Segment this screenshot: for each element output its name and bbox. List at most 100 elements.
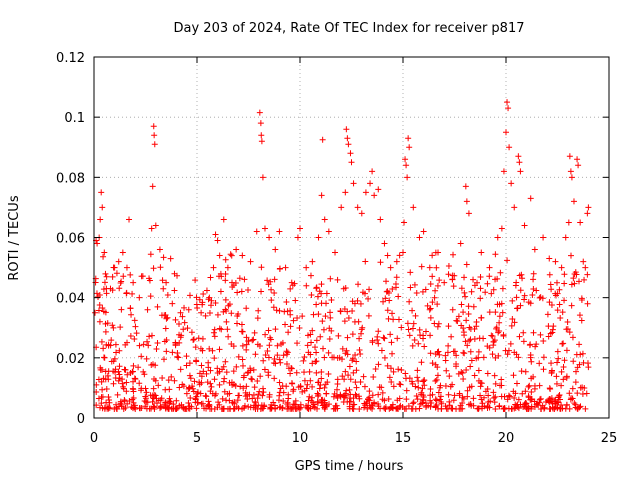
data-point-bulk	[566, 390, 573, 397]
data-point-bulk	[523, 404, 530, 411]
data-point-bulk	[356, 405, 363, 412]
data-point-bulk	[397, 381, 404, 388]
data-point-bulk	[547, 330, 554, 337]
data-point-bulk	[445, 271, 452, 278]
data-point-bulk	[511, 395, 518, 402]
data-point-bulk	[490, 389, 497, 396]
data-point	[151, 132, 158, 139]
data-point-bulk	[327, 275, 334, 282]
data-point	[527, 195, 534, 202]
data-point-bulk	[137, 405, 144, 412]
data-point	[508, 180, 515, 187]
data-point-bulk	[453, 352, 460, 359]
data-point-bulk	[436, 396, 443, 403]
data-point-bulk	[190, 388, 197, 395]
data-point-bulk	[255, 391, 262, 398]
data-point-bulk	[307, 377, 314, 384]
data-point-bulk	[352, 391, 359, 398]
data-point-bulk	[201, 405, 208, 412]
data-point-bulk	[429, 273, 436, 280]
data-point-bulk	[558, 368, 565, 375]
data-point-bulk	[407, 269, 414, 276]
data-point-bulk	[347, 376, 354, 383]
data-point-bulk	[369, 339, 376, 346]
data-point-bulk	[522, 388, 529, 395]
x-axis-label: GPS time / hours	[295, 459, 404, 474]
data-point	[354, 204, 361, 211]
data-point-bulk	[230, 368, 237, 375]
data-point-bulk	[390, 368, 397, 375]
data-point-bulk	[192, 344, 199, 351]
data-point-bulk	[375, 340, 382, 347]
data-point-bulk	[313, 285, 320, 292]
data-point-bulk	[466, 337, 473, 344]
data-point	[410, 204, 417, 211]
data-point-bulk	[157, 397, 164, 404]
data-point-bulk	[264, 277, 271, 284]
data-point-bulk	[224, 326, 231, 333]
data-point	[344, 135, 351, 142]
data-point-bulk	[198, 362, 205, 369]
data-point-bulk	[449, 276, 456, 283]
data-point-bulk	[296, 325, 303, 332]
data-point-bulk	[435, 320, 442, 327]
data-point-bulk	[444, 349, 451, 356]
data-point-bulk	[573, 351, 580, 358]
data-point-bulk	[562, 405, 569, 412]
data-point-bulk	[239, 356, 246, 363]
data-point-bulk	[546, 299, 553, 306]
data-point-bulk	[554, 307, 561, 314]
data-point-bulk	[556, 286, 563, 293]
data-point	[220, 216, 227, 223]
data-point	[426, 264, 433, 271]
data-point-bulk	[230, 282, 237, 289]
data-point-bulk	[217, 288, 224, 295]
data-point-bulk	[514, 305, 521, 312]
data-point-bulk	[96, 302, 103, 309]
data-point	[198, 309, 205, 316]
data-point	[521, 222, 528, 229]
data-point	[402, 156, 409, 163]
data-point-bulk	[199, 400, 206, 407]
data-point-bulk	[311, 401, 318, 408]
data-point-bulk	[245, 338, 252, 345]
data-point-bulk	[290, 405, 297, 412]
data-point-bulk	[234, 320, 241, 327]
data-point-bulk	[163, 337, 170, 344]
data-point-bulk	[517, 302, 524, 309]
data-point-bulk	[499, 285, 506, 292]
data-point-bulk	[492, 405, 499, 412]
data-point-bulk	[464, 393, 471, 400]
data-point-bulk	[551, 405, 558, 412]
data-point-bulk	[190, 336, 197, 343]
data-point-bulk	[226, 390, 233, 397]
data-point-bulk	[521, 292, 528, 299]
data-point-bulk	[314, 398, 321, 405]
data-point	[257, 120, 264, 127]
data-point-bulk	[282, 321, 289, 328]
data-point-bulk	[379, 396, 386, 403]
data-point-bulk	[429, 360, 436, 367]
data-point-bulk	[180, 326, 187, 333]
data-point-bulk	[203, 370, 210, 377]
data-point-bulk	[459, 394, 466, 401]
data-point-bulk	[105, 376, 112, 383]
data-point-bulk	[463, 366, 470, 373]
data-point-bulk	[264, 348, 271, 355]
data-point-bulk	[283, 383, 290, 390]
data-point-bulk	[544, 311, 551, 318]
data-point-bulk	[484, 280, 491, 287]
data-point-bulk	[491, 372, 498, 379]
data-point	[136, 294, 143, 301]
data-point-bulk	[509, 315, 516, 322]
data-point-bulk	[266, 342, 273, 349]
data-point-bulk	[109, 322, 116, 329]
x-tick-label: 0	[90, 431, 98, 446]
data-point-bulk	[398, 367, 405, 374]
data-point-bulk	[468, 402, 475, 409]
data-point	[261, 225, 268, 232]
data-point-bulk	[371, 400, 378, 407]
data-point	[214, 237, 221, 244]
data-point	[309, 258, 316, 265]
data-point-bulk	[257, 405, 264, 412]
